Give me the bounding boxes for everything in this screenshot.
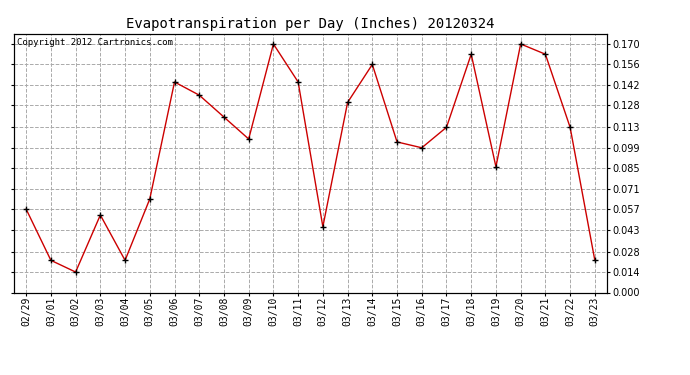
Title: Evapotranspiration per Day (Inches) 20120324: Evapotranspiration per Day (Inches) 2012… — [126, 17, 495, 31]
Text: Copyright 2012 Cartronics.com: Copyright 2012 Cartronics.com — [17, 38, 172, 46]
